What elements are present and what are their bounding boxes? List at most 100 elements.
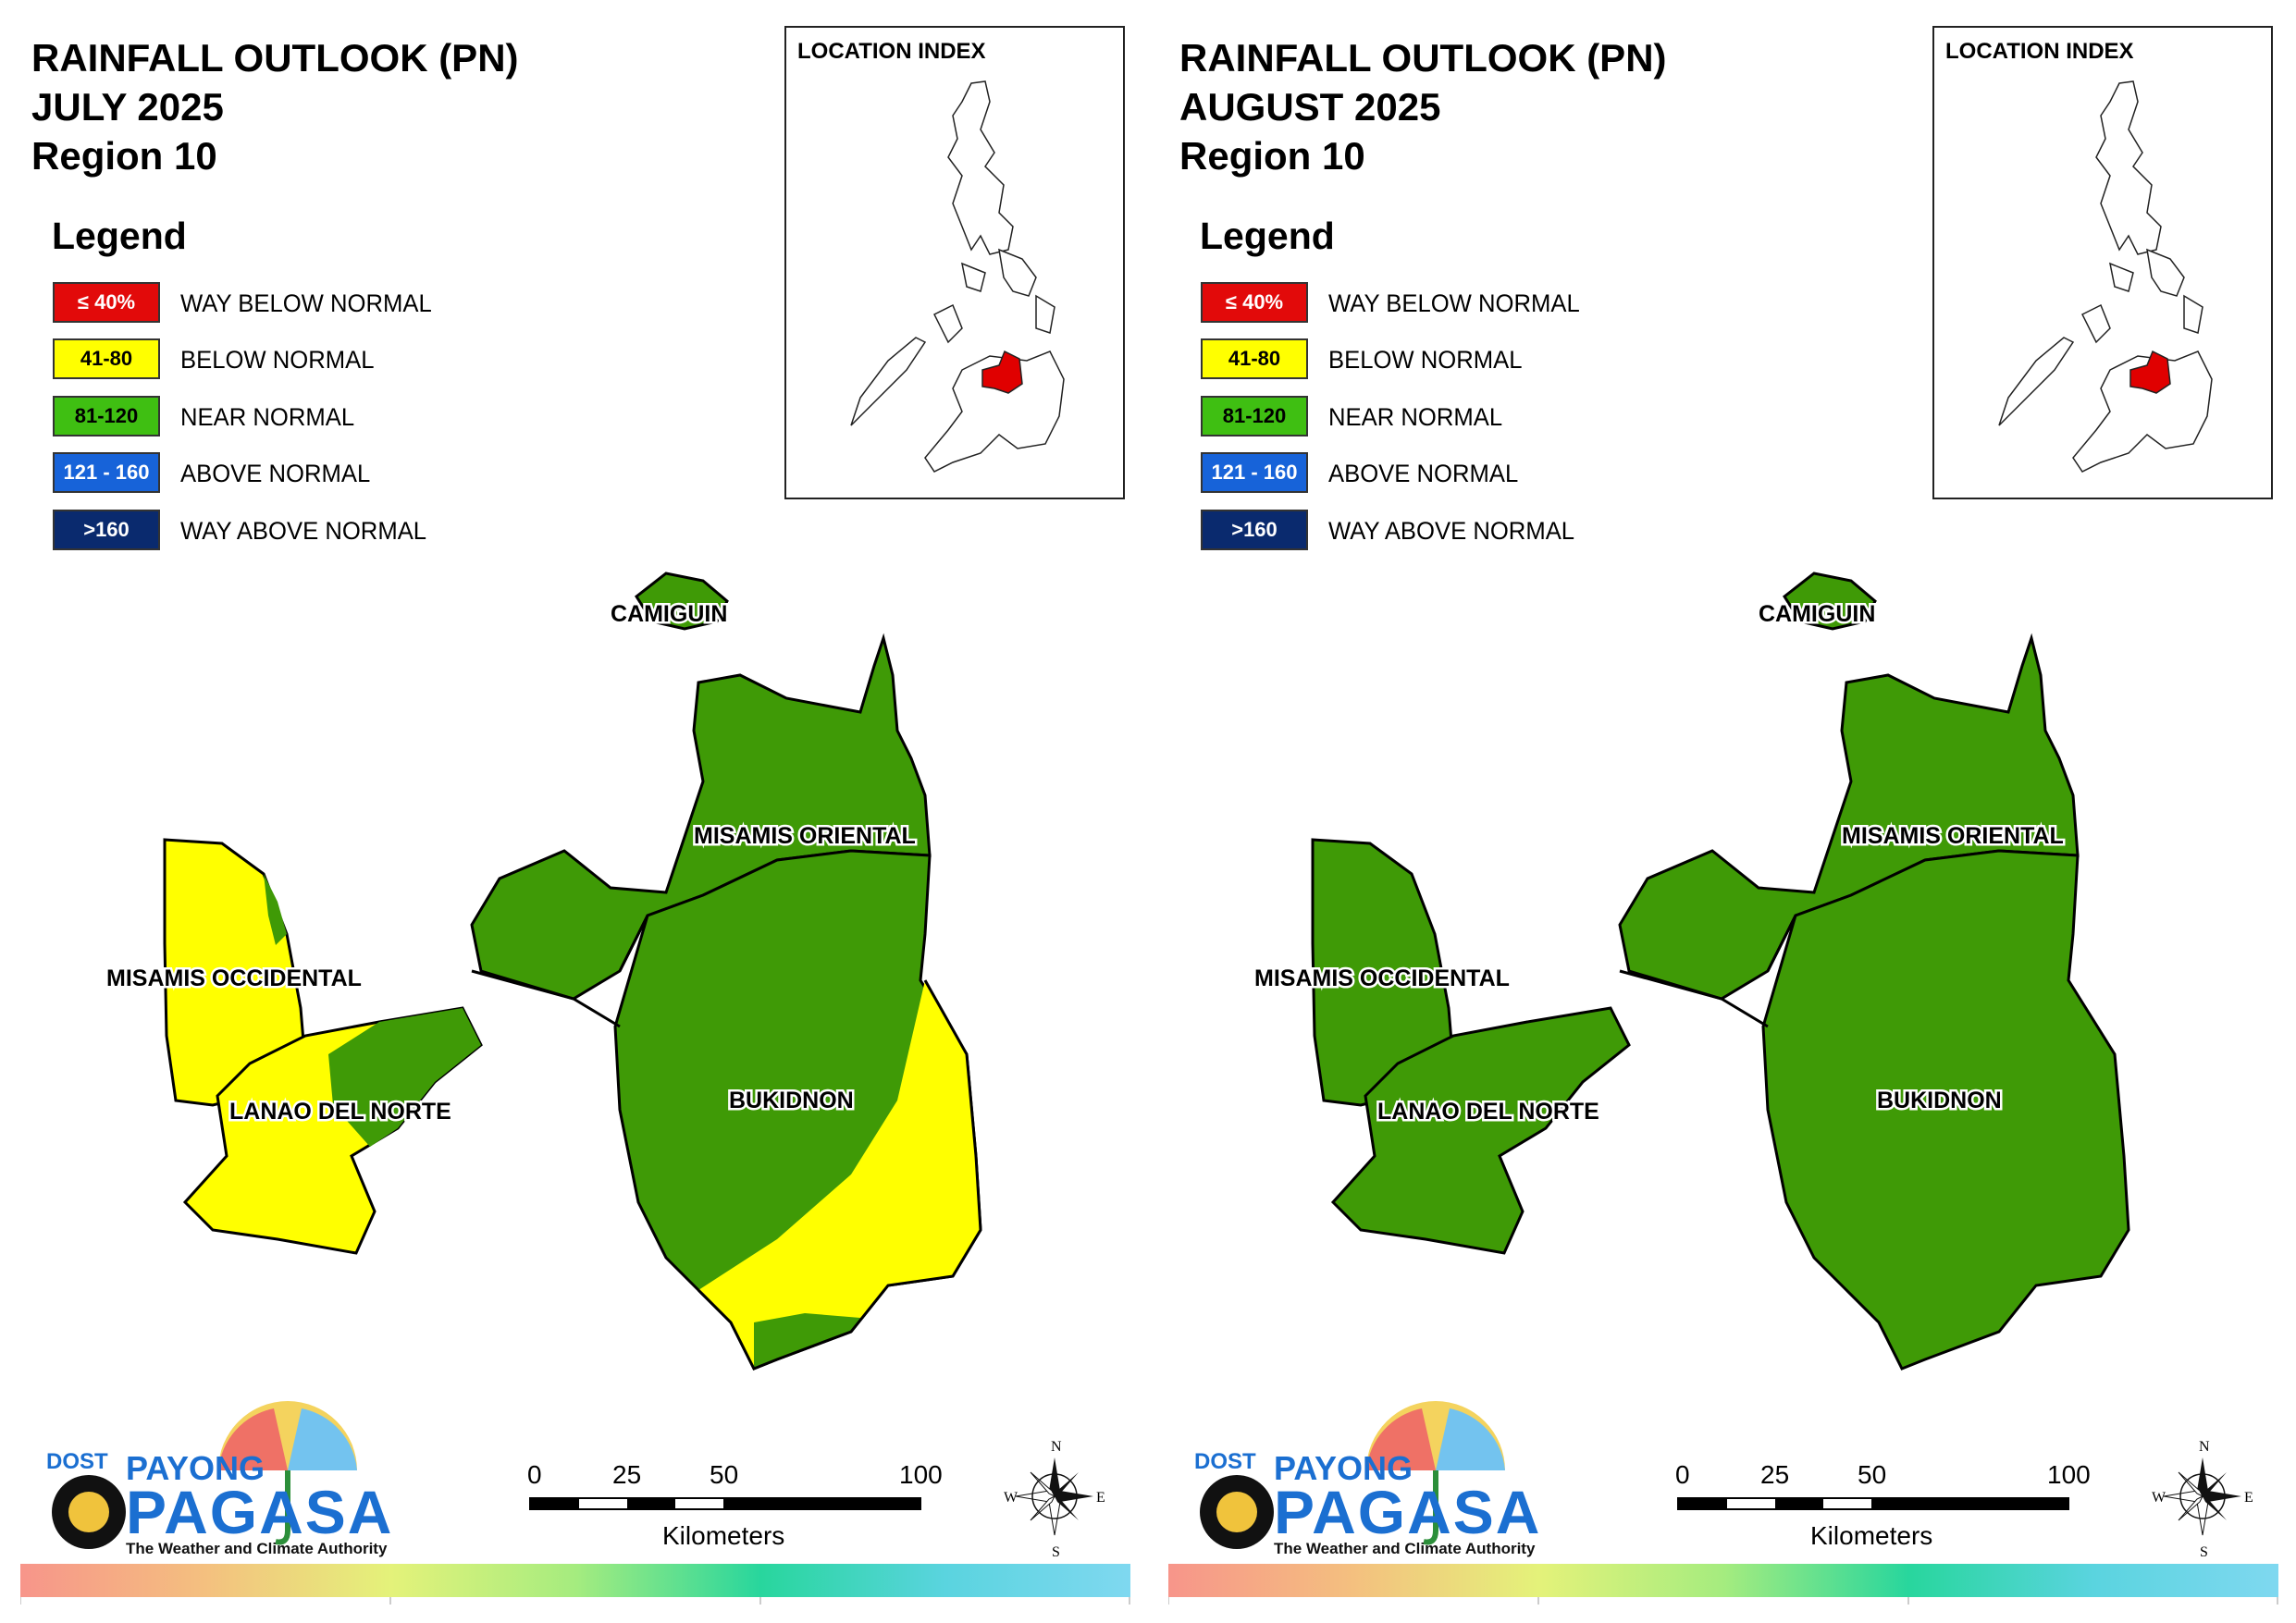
title-line-1: RAINFALL OUTLOOK (PN)	[31, 36, 519, 80]
title-line-3: Region 10	[31, 134, 217, 178]
pagasa-logo: DOST PAYONG PAGASA The Weather and Clima…	[33, 1392, 394, 1558]
pagasa-text: PAGASA	[1274, 1478, 1542, 1546]
legend-title: Legend	[1200, 215, 1335, 257]
legend-swatch: ≤ 40%	[53, 282, 160, 323]
misamis-occidental-near-normal	[264, 874, 287, 945]
location-index-inset: LOCATION INDEX	[784, 26, 1125, 499]
compass-w: W	[2152, 1490, 2166, 1506]
bukidnon-south-near-normal	[754, 1313, 860, 1369]
title-line-2: AUGUST 2025	[1179, 85, 1441, 129]
label-bukidnon: BUKIDNON	[1877, 1088, 2002, 1113]
scale-tick-25: 25	[612, 1460, 642, 1489]
region-10-highlight	[981, 350, 1023, 394]
lanao-del-norte-near-normal	[328, 1008, 481, 1147]
label-camiguin: CAMIGUIN	[1759, 601, 1875, 627]
camiguin-area	[635, 572, 729, 631]
label-lanao-del-norte: LANAO DEL NORTE	[229, 1099, 451, 1125]
label-bukidnon: BUKIDNON	[729, 1088, 854, 1113]
compass-e: E	[1096, 1490, 1105, 1506]
footer-gradient-bar	[20, 1564, 1130, 1597]
map-title: RAINFALL OUTLOOK (PN) JULY 2025 Region 1…	[31, 33, 519, 180]
footer-gradient-bar	[1168, 1564, 2278, 1597]
region-10-highlight	[2129, 350, 2171, 394]
legend-label: BELOW NORMAL	[180, 346, 375, 374]
footer-ticks	[20, 1597, 1130, 1605]
legend-label: BELOW NORMAL	[1328, 346, 1523, 374]
label-camiguin: CAMIGUIN	[611, 601, 727, 627]
label-misamis-occidental: MISAMIS OCCIDENTAL	[1254, 965, 1510, 991]
compass-n: N	[1051, 1439, 1062, 1455]
scale-bar-graphic	[1677, 1497, 2069, 1510]
scale-tick-50: 50	[710, 1460, 739, 1489]
legend-label: NEAR NORMAL	[1328, 403, 1503, 431]
region-map: CAMIGUIN MISAMIS ORIENTAL MISAMIS OCCIDE…	[1253, 572, 2130, 1371]
label-misamis-oriental: MISAMIS ORIENTAL	[1842, 823, 2064, 849]
tagline-text: The Weather and Climate Authority	[126, 1540, 388, 1557]
title-line-3: Region 10	[1179, 134, 1365, 178]
footer-ticks	[1168, 1597, 2278, 1605]
legend-swatch: 41-80	[53, 338, 160, 379]
philippines-outline	[1998, 80, 2213, 473]
legend-label: WAY BELOW NORMAL	[180, 289, 432, 317]
label-misamis-occidental: MISAMIS OCCIDENTAL	[106, 965, 362, 991]
legend-label: ABOVE NORMAL	[180, 460, 371, 487]
scale-unit: Kilometers	[662, 1521, 785, 1550]
compass-w: W	[1004, 1490, 1018, 1506]
legend-swatch: >160	[1201, 510, 1308, 550]
compass-n: N	[2199, 1439, 2210, 1455]
scale-tick-0: 0	[1675, 1460, 1690, 1489]
scale-bar: 0 25 50 100 Kilometers	[1675, 1457, 2091, 1550]
tagline-text: The Weather and Climate Authority	[1274, 1540, 1536, 1557]
pagasa-text: PAGASA	[126, 1478, 394, 1546]
scale-tick-100: 100	[899, 1460, 943, 1489]
scale-tick-25: 25	[1760, 1460, 1790, 1489]
scale-tick-50: 50	[1858, 1460, 1887, 1489]
legend-swatch: >160	[53, 510, 160, 550]
compass-s: S	[1052, 1544, 1060, 1558]
label-lanao-del-norte: LANAO DEL NORTE	[1377, 1099, 1599, 1125]
legend-swatch: 81-120	[53, 396, 160, 436]
scale-unit: Kilometers	[1810, 1521, 1933, 1550]
legend-label: WAY BELOW NORMAL	[1328, 289, 1580, 317]
scale-tick-100: 100	[2047, 1460, 2091, 1489]
label-misamis-oriental: MISAMIS ORIENTAL	[694, 823, 916, 849]
payong-text: PAYONG	[1274, 1449, 1413, 1487]
payong-text: PAYONG	[126, 1449, 265, 1487]
legend-label: WAY ABOVE NORMAL	[1328, 517, 1575, 545]
bukidnon-boundary	[697, 979, 982, 1371]
scale-bar: 0 25 50 100 Kilometers	[527, 1457, 943, 1550]
region-map: CAMIGUIN MISAMIS ORIENTAL MISAMIS OCCIDE…	[105, 572, 982, 1371]
bukidnon-area	[1761, 849, 2130, 1371]
compass-e: E	[2244, 1490, 2253, 1506]
legend-label: WAY ABOVE NORMAL	[180, 517, 427, 545]
map-title: RAINFALL OUTLOOK (PN) AUGUST 2025 Region…	[1179, 33, 1667, 180]
compass-s: S	[2200, 1544, 2208, 1558]
legend-swatch: 121 - 160	[1201, 452, 1308, 493]
legend-swatch: ≤ 40%	[1201, 282, 1308, 323]
title-line-2: JULY 2025	[31, 85, 224, 129]
legend-title: Legend	[52, 215, 187, 257]
bukidnon-below-normal	[698, 980, 981, 1369]
pagasa-logo: DOST PAYONG PAGASA The Weather and Clima…	[1181, 1392, 1542, 1558]
inset-title: LOCATION INDEX	[797, 39, 986, 64]
legend-swatch: 121 - 160	[53, 452, 160, 493]
camiguin-area	[1783, 572, 1877, 631]
legend-swatch: 81-120	[1201, 396, 1308, 436]
inset-title: LOCATION INDEX	[1945, 39, 2134, 64]
legend-label: NEAR NORMAL	[180, 403, 355, 431]
province-boundaries	[1619, 915, 1797, 1028]
scale-bar-graphic	[529, 1497, 921, 1510]
dost-text: DOST	[1194, 1449, 1256, 1474]
location-index-inset: LOCATION INDEX	[1932, 26, 2273, 499]
dost-text: DOST	[46, 1449, 108, 1474]
title-line-1: RAINFALL OUTLOOK (PN)	[1179, 36, 1667, 80]
legend-label: ABOVE NORMAL	[1328, 460, 1519, 487]
philippines-outline	[850, 80, 1065, 473]
outlook-panel-july: RAINFALL OUTLOOK (PN) JULY 2025 Region 1…	[20, 26, 1130, 1605]
compass-rose-icon: N S E W	[1004, 1438, 1105, 1560]
lanao-del-norte-area	[1330, 1006, 1631, 1255]
legend-swatch: 41-80	[1201, 338, 1308, 379]
province-boundaries	[471, 915, 649, 1028]
compass-rose-icon: N S E W	[2152, 1438, 2253, 1560]
scale-tick-0: 0	[527, 1460, 542, 1489]
